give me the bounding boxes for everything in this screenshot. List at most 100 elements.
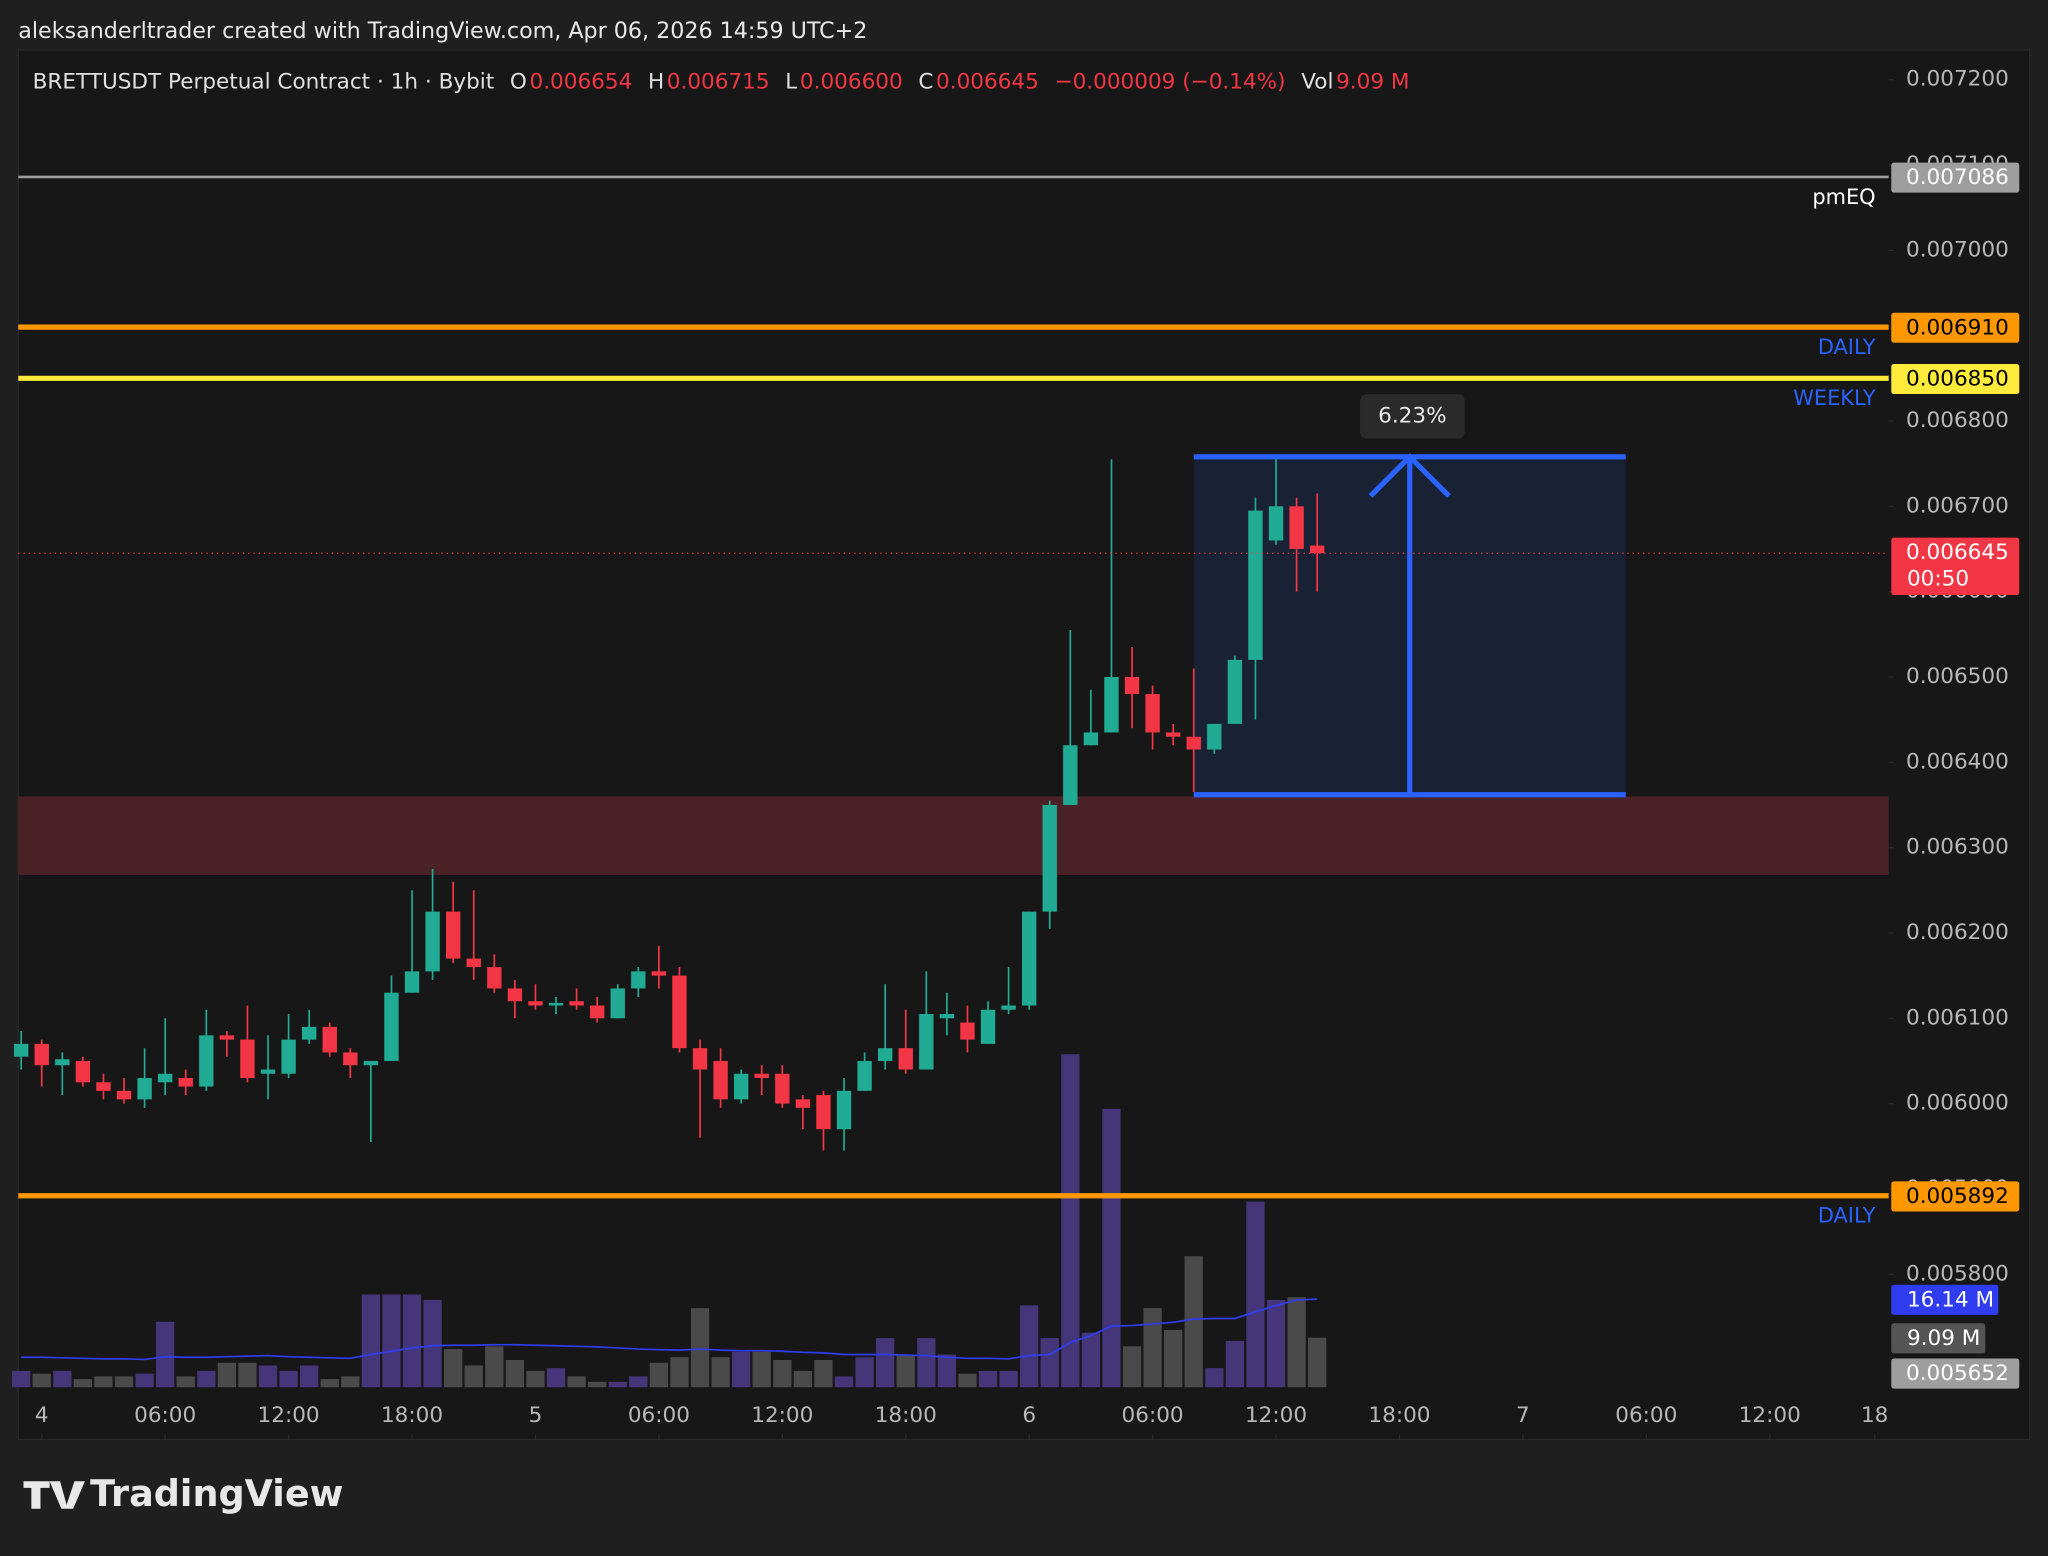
level-badge-text: 0.006910 <box>1906 315 2009 340</box>
candle-body <box>610 988 625 1019</box>
volume-bar <box>135 1373 154 1388</box>
volume-bar <box>649 1362 669 1388</box>
volume-bar <box>690 1308 710 1388</box>
candle-body <box>1186 736 1201 750</box>
candle-body <box>1268 506 1284 541</box>
volume-bar <box>238 1362 257 1388</box>
y-tick-label: 0.006200 <box>1906 920 2009 945</box>
volume-bar <box>999 1370 1018 1388</box>
vol-key: Vol <box>1301 69 1333 94</box>
volume-badge <box>1891 1323 1986 1354</box>
volume-bar <box>855 1357 874 1388</box>
volume-bar <box>1164 1329 1183 1388</box>
volume-bar <box>1246 1201 1265 1388</box>
x-tick-label: 6 <box>1022 1403 1036 1428</box>
volume-bar <box>320 1379 339 1388</box>
candle-body <box>507 988 523 1002</box>
measure-label-box <box>1360 394 1465 439</box>
y-tick-label: 0.006300 <box>1906 835 2009 860</box>
volume-bar <box>732 1351 751 1388</box>
candle-body <box>1289 506 1304 549</box>
candle-body <box>898 1048 913 1070</box>
candle-body <box>260 1069 276 1074</box>
volume-bar <box>752 1351 771 1388</box>
candle-body <box>34 1043 49 1066</box>
candle-body <box>199 1035 214 1087</box>
candle-body <box>404 971 420 993</box>
volume-bar <box>1308 1337 1327 1388</box>
candle-body <box>980 1009 996 1044</box>
candle-body <box>1165 732 1181 737</box>
y-tick-label: 0.006500 <box>1906 664 2009 689</box>
candle-body <box>569 1001 584 1006</box>
volume-bar <box>464 1365 483 1388</box>
volume-bar <box>937 1354 957 1388</box>
vol-value: 9.09 M <box>1336 69 1409 94</box>
candle-body <box>96 1082 111 1091</box>
volume-bar <box>526 1370 545 1388</box>
candle-body <box>343 1052 358 1066</box>
candle-body <box>713 1060 728 1100</box>
volume-bar <box>402 1294 422 1388</box>
candle-body <box>1145 694 1160 733</box>
ohlc-value: 0.006600 <box>800 69 903 94</box>
ohlc-value: 0.006715 <box>667 69 770 94</box>
volume-bar <box>711 1357 730 1388</box>
candle-body <box>219 1035 235 1040</box>
candle-body <box>466 958 481 968</box>
volume-bar <box>1266 1299 1286 1388</box>
candle-body <box>445 911 461 959</box>
level-tag: WEEKLY <box>1793 386 1876 410</box>
volume-bar <box>896 1354 915 1388</box>
x-tick-label: 06:00 <box>1122 1403 1184 1428</box>
volume-bar <box>300 1365 319 1388</box>
volume-bar <box>1225 1340 1245 1388</box>
countdown: 00:50 <box>1907 566 1969 591</box>
candle-body <box>651 971 667 976</box>
volume-bar <box>1184 1256 1203 1388</box>
candle-body <box>836 1090 852 1130</box>
volume-bar <box>53 1370 72 1388</box>
credit: aleksanderltrader created with TradingVi… <box>18 18 867 44</box>
volume-bar <box>1287 1297 1306 1388</box>
volume-bar <box>217 1362 237 1388</box>
volume-bar <box>978 1370 998 1388</box>
x-tick-label: 18:00 <box>381 1403 443 1428</box>
volume-bar <box>1122 1346 1142 1388</box>
candle-body <box>116 1090 132 1100</box>
y-tick-label: 0.005800 <box>1906 1261 2009 1286</box>
volume-bar <box>176 1376 195 1388</box>
x-tick-label: 12:00 <box>751 1403 813 1428</box>
candle-body <box>877 1048 893 1061</box>
volume-bar <box>341 1376 360 1388</box>
candle-body <box>13 1043 29 1057</box>
volume-bar <box>12 1370 31 1388</box>
x-tick-label: 7 <box>1516 1403 1530 1428</box>
volume-ma <box>21 1298 1318 1361</box>
candle-body <box>1104 676 1119 733</box>
volume-bar <box>114 1376 134 1388</box>
x-tick-label: 4 <box>35 1403 49 1428</box>
candle-body <box>281 1039 296 1074</box>
volume-bar <box>793 1370 813 1388</box>
candle-body <box>589 1005 605 1019</box>
volume-bar <box>567 1376 586 1388</box>
volume-bar <box>588 1381 607 1388</box>
level-badge <box>1891 162 2020 193</box>
candle-body <box>384 992 399 1061</box>
ohlc-key: C <box>918 69 933 94</box>
volume-bar <box>629 1376 648 1388</box>
level-tag: pmEQ <box>1812 185 1875 209</box>
volume-bar <box>773 1359 792 1388</box>
x-tick-label: 06:00 <box>628 1403 690 1428</box>
volume-bar <box>156 1321 175 1388</box>
y-tick-label: 0.006800 <box>1906 408 2009 433</box>
candle-body <box>75 1060 91 1083</box>
candle-body <box>1124 676 1140 695</box>
volume-bar <box>32 1373 51 1388</box>
candle-body <box>1207 723 1222 750</box>
candle-body <box>857 1060 872 1091</box>
candle-body <box>528 1001 543 1006</box>
